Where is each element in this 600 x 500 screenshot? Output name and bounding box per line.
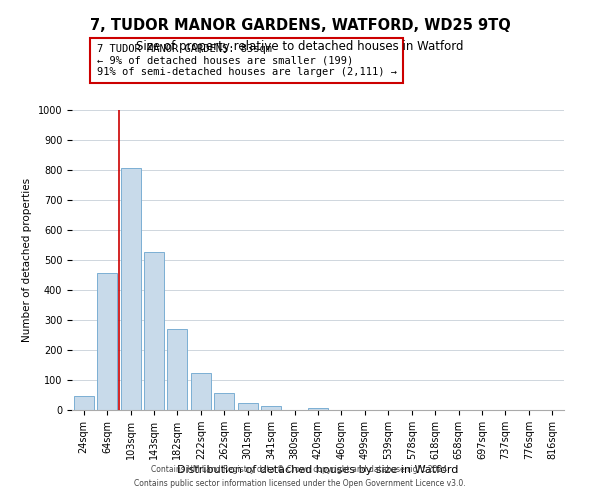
Bar (308, 408, 328, 410)
X-axis label: Distribution of detached houses by size in Watford: Distribution of detached houses by size … (178, 465, 458, 475)
Bar (261, 406, 281, 410)
Y-axis label: Number of detached properties: Number of detached properties (22, 178, 32, 342)
Bar (238, 402, 257, 410)
Bar (167, 328, 187, 410)
Bar (97, 273, 117, 410)
Text: 7 TUDOR MANOR GARDENS: 83sqm
← 9% of detached houses are smaller (199)
91% of se: 7 TUDOR MANOR GARDENS: 83sqm ← 9% of det… (97, 44, 397, 77)
Text: Size of property relative to detached houses in Watford: Size of property relative to detached ho… (136, 40, 464, 53)
Bar (74, 396, 94, 410)
Bar (214, 393, 234, 410)
Text: Contains HM Land Registry data © Crown copyright and database right 2024.
Contai: Contains HM Land Registry data © Crown c… (134, 466, 466, 487)
Bar (121, 168, 140, 410)
Bar (144, 252, 164, 410)
Text: 7, TUDOR MANOR GARDENS, WATFORD, WD25 9TQ: 7, TUDOR MANOR GARDENS, WATFORD, WD25 9T… (89, 18, 511, 32)
Bar (191, 373, 211, 410)
